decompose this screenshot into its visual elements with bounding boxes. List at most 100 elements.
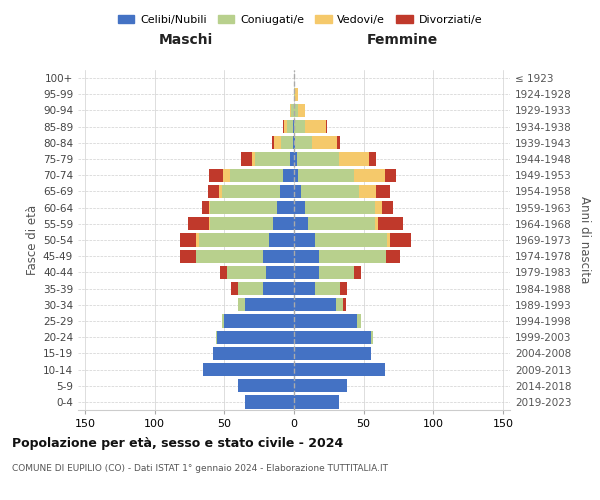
Bar [209,217,211,230]
Text: Femmine: Femmine [367,34,437,48]
Bar [294,379,347,392]
Bar [305,120,326,134]
Bar [337,136,340,149]
Bar [284,120,287,134]
Bar [238,282,263,295]
Bar [283,168,294,182]
Bar [277,201,294,214]
Bar [245,298,294,312]
Bar [294,136,295,149]
Bar [290,104,291,117]
Bar [375,201,382,214]
Bar [295,88,298,101]
Bar [180,250,196,263]
Bar [294,298,336,312]
Bar [202,201,209,214]
Bar [255,152,290,166]
Bar [231,282,238,295]
Bar [287,120,293,134]
Text: Popolazione per età, sesso e stato civile - 2024: Popolazione per età, sesso e stato civil… [12,438,343,450]
Bar [294,282,315,295]
Bar [224,314,294,328]
Bar [294,363,385,376]
Bar [241,152,252,166]
Y-axis label: Anni di nascita: Anni di nascita [578,196,591,284]
Bar [369,152,376,166]
Y-axis label: Fasce di età: Fasce di età [26,205,39,275]
Bar [293,120,294,134]
Bar [294,346,371,360]
Bar [305,201,375,214]
Bar [315,282,340,295]
Bar [294,234,315,246]
Bar [375,217,377,230]
Bar [385,168,396,182]
Bar [326,120,328,134]
Bar [281,136,293,149]
Bar [293,136,294,149]
Bar [359,185,376,198]
Bar [354,168,385,182]
Bar [221,185,280,198]
Bar [291,104,294,117]
Bar [273,217,294,230]
Bar [274,136,281,149]
Bar [217,330,294,344]
Bar [294,266,319,279]
Bar [263,282,294,295]
Bar [294,201,305,214]
Bar [336,298,343,312]
Bar [188,217,209,230]
Bar [294,152,297,166]
Bar [298,104,305,117]
Bar [294,185,301,198]
Bar [298,168,354,182]
Bar [223,168,230,182]
Bar [386,250,400,263]
Bar [357,314,361,328]
Bar [220,266,227,279]
Bar [203,363,294,376]
Bar [315,234,388,246]
Bar [294,330,371,344]
Bar [263,250,294,263]
Bar [294,88,295,101]
Bar [213,346,294,360]
Bar [211,217,273,230]
Bar [294,314,357,328]
Bar [227,266,266,279]
Bar [199,234,269,246]
Bar [196,250,263,263]
Bar [208,185,219,198]
Bar [238,298,245,312]
Bar [340,282,347,295]
Bar [376,185,390,198]
Bar [343,298,346,312]
Bar [180,234,196,246]
Legend: Celibi/Nubili, Coniugati/e, Vedovi/e, Divorziati/e: Celibi/Nubili, Coniugati/e, Vedovi/e, Di… [113,10,487,29]
Bar [388,234,390,246]
Bar [269,234,294,246]
Bar [294,217,308,230]
Bar [294,396,338,408]
Bar [354,266,361,279]
Bar [283,120,284,134]
Bar [301,185,359,198]
Bar [290,152,294,166]
Bar [252,152,255,166]
Bar [319,266,354,279]
Bar [266,266,294,279]
Bar [371,330,373,344]
Bar [209,168,223,182]
Bar [297,152,338,166]
Bar [245,396,294,408]
Bar [308,217,375,230]
Bar [216,330,217,344]
Bar [338,152,369,166]
Bar [319,250,386,263]
Bar [294,120,305,134]
Bar [230,168,283,182]
Bar [294,168,298,182]
Bar [312,136,337,149]
Bar [238,379,294,392]
